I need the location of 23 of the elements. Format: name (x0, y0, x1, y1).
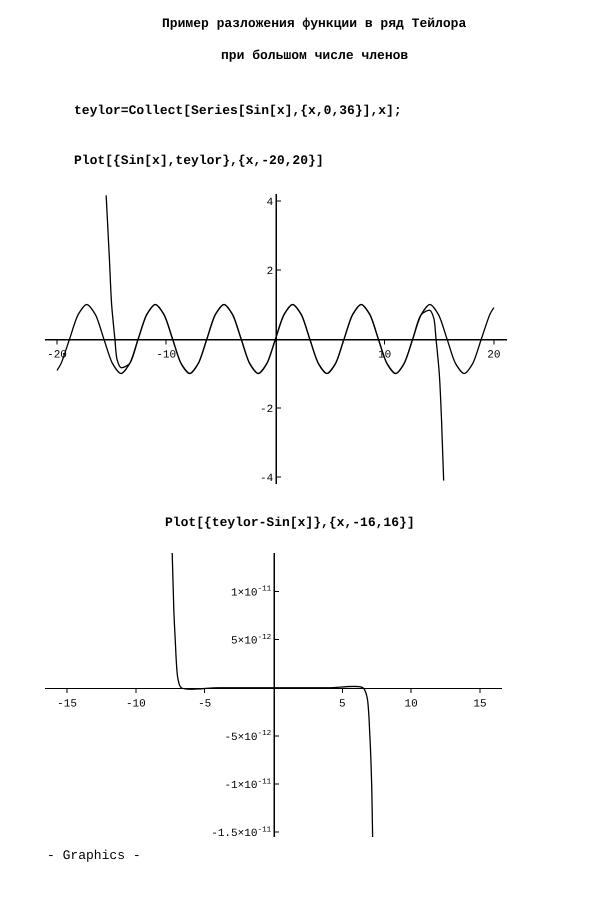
x-tick-label: -15 (57, 698, 77, 710)
y-tick-label: 2 (266, 266, 274, 278)
x-tick-label: 20 (487, 350, 500, 362)
y-tick-label: -1×10$^{-11}$ (224, 777, 272, 792)
text: teylor=Collect[Series[Sin[x],{x,0,36}],x]; (74, 103, 402, 118)
y-tick-label: -5×10$^{-12}$ (224, 729, 272, 744)
x-tick-label: -10 (156, 350, 176, 362)
x-tick-label: 15 (473, 698, 487, 710)
x-tick-label: -10 (126, 698, 146, 710)
y-tick-label: 4 (266, 196, 274, 209)
y-tick-label: 5×10$^{-12}$ (231, 632, 272, 648)
text: Plot[{Sin[x],teylor},{x,-20,20}] (74, 153, 324, 168)
x-tick-label: 10 (404, 698, 418, 710)
chart-title: Plot[{teylor-Sin[x]},{x,-16,16}] (165, 515, 415, 530)
y-tick-label: 1×10$^{-11}$ (231, 584, 272, 600)
y-tick-label: -2 (260, 404, 274, 416)
x-tick-label: 5 (339, 698, 346, 710)
chart-subtitle: при большом числе членов (221, 48, 408, 63)
text: - Graphics - (47, 848, 141, 863)
chart-title: Пример разложения функции в ряд Тейлора (162, 16, 466, 31)
y-tick-label: -4 (260, 472, 274, 485)
y-tick-label: -1.5×10$^{-11}$ (211, 825, 272, 840)
x-tick-label: -5 (198, 698, 212, 710)
